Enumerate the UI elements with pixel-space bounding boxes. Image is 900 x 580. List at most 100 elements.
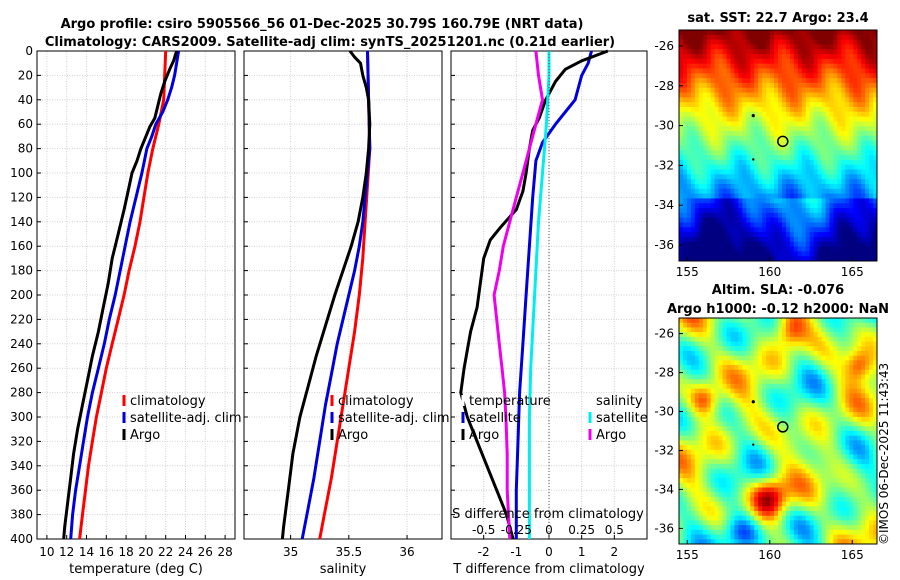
map-cell <box>766 492 771 498</box>
map-cell <box>865 251 870 257</box>
map-cell <box>698 150 704 156</box>
map-cell <box>726 107 731 113</box>
map-cell <box>829 30 834 36</box>
map-cell <box>746 421 751 427</box>
map-cell <box>706 87 712 93</box>
map-cell <box>801 198 807 204</box>
map-cell <box>837 63 842 69</box>
map-cell <box>833 341 838 347</box>
map-cell <box>686 398 692 404</box>
map-cell <box>857 212 862 219</box>
map-cell <box>694 34 700 41</box>
map-cell <box>734 454 739 460</box>
map-cell <box>845 520 850 526</box>
map-cell <box>738 179 743 185</box>
map-cell <box>702 174 708 180</box>
map-cell <box>726 78 731 84</box>
map-cell <box>758 30 763 36</box>
map-cell <box>714 135 719 142</box>
map-cell <box>809 227 815 233</box>
map-cell <box>706 217 712 223</box>
map-cell <box>726 529 731 535</box>
map-cell <box>865 246 870 252</box>
map-cell <box>726 251 731 257</box>
map-cell <box>829 49 834 55</box>
map-cell <box>845 179 850 185</box>
map-cell <box>742 478 747 484</box>
map-cell <box>746 445 751 451</box>
map-cell <box>837 402 842 408</box>
map-cell <box>801 111 807 118</box>
map-cell <box>778 369 783 375</box>
map-cell <box>682 426 688 432</box>
map-cell <box>793 440 799 446</box>
map-cell <box>698 511 704 517</box>
map-cell <box>730 203 735 209</box>
map-cell <box>797 482 803 488</box>
map-cell <box>682 188 688 195</box>
map-cell <box>809 341 815 347</box>
map-cell <box>801 212 807 219</box>
x-axis-label: salinity <box>320 562 367 577</box>
map-cell <box>730 332 735 338</box>
map-cell <box>813 398 818 404</box>
map-cell <box>837 412 842 418</box>
map-cell <box>829 511 834 517</box>
map-cell <box>734 78 739 84</box>
map-cell <box>690 459 696 465</box>
map-cell <box>686 355 692 361</box>
map-cell <box>734 92 739 98</box>
map-cell <box>742 150 747 156</box>
map-cell <box>679 515 684 521</box>
map-cell <box>778 256 783 262</box>
map-cell <box>829 102 834 108</box>
map-cell <box>714 73 719 79</box>
map-cell <box>766 388 771 394</box>
map-cell <box>754 350 759 357</box>
map-cell <box>698 184 704 190</box>
map-cell <box>809 393 815 399</box>
map-cell <box>809 332 815 338</box>
map-cell <box>833 412 838 418</box>
map-cell <box>679 107 684 113</box>
map-cell <box>785 379 791 385</box>
map-cell <box>813 155 818 161</box>
map-cell <box>785 369 791 375</box>
map-cell <box>873 222 878 228</box>
map-cell <box>706 58 712 65</box>
map-cell <box>726 332 731 338</box>
map-cell <box>706 121 712 127</box>
map-cell <box>730 92 735 98</box>
map-cell <box>694 236 700 243</box>
map-cell <box>766 440 771 446</box>
map-cell <box>813 68 818 74</box>
map-cell <box>809 232 815 238</box>
map-cell <box>869 155 874 161</box>
map-cell <box>865 407 870 413</box>
map-cell <box>853 407 858 413</box>
map-cell <box>829 87 834 93</box>
map-cell <box>718 322 723 328</box>
map-cell <box>710 212 716 219</box>
map-cell <box>805 54 811 60</box>
map-cell <box>714 365 719 371</box>
map-cell <box>766 365 771 371</box>
map-cell <box>813 374 818 380</box>
map-cell <box>762 322 767 328</box>
map-cell <box>726 159 731 166</box>
map-cell <box>821 111 826 118</box>
map-cell <box>762 39 767 45</box>
map-cell <box>734 440 739 446</box>
map-cell <box>861 164 866 170</box>
map-cell <box>853 398 858 404</box>
map-cell <box>821 34 826 41</box>
map-cell <box>682 459 688 465</box>
map-cell <box>770 140 775 146</box>
map-cell <box>698 54 704 60</box>
map-cell <box>845 102 850 108</box>
map-cell <box>770 393 775 399</box>
map-cell <box>746 212 751 219</box>
map-cell <box>801 407 807 413</box>
map-cell <box>754 155 759 161</box>
map-cell <box>726 374 731 380</box>
